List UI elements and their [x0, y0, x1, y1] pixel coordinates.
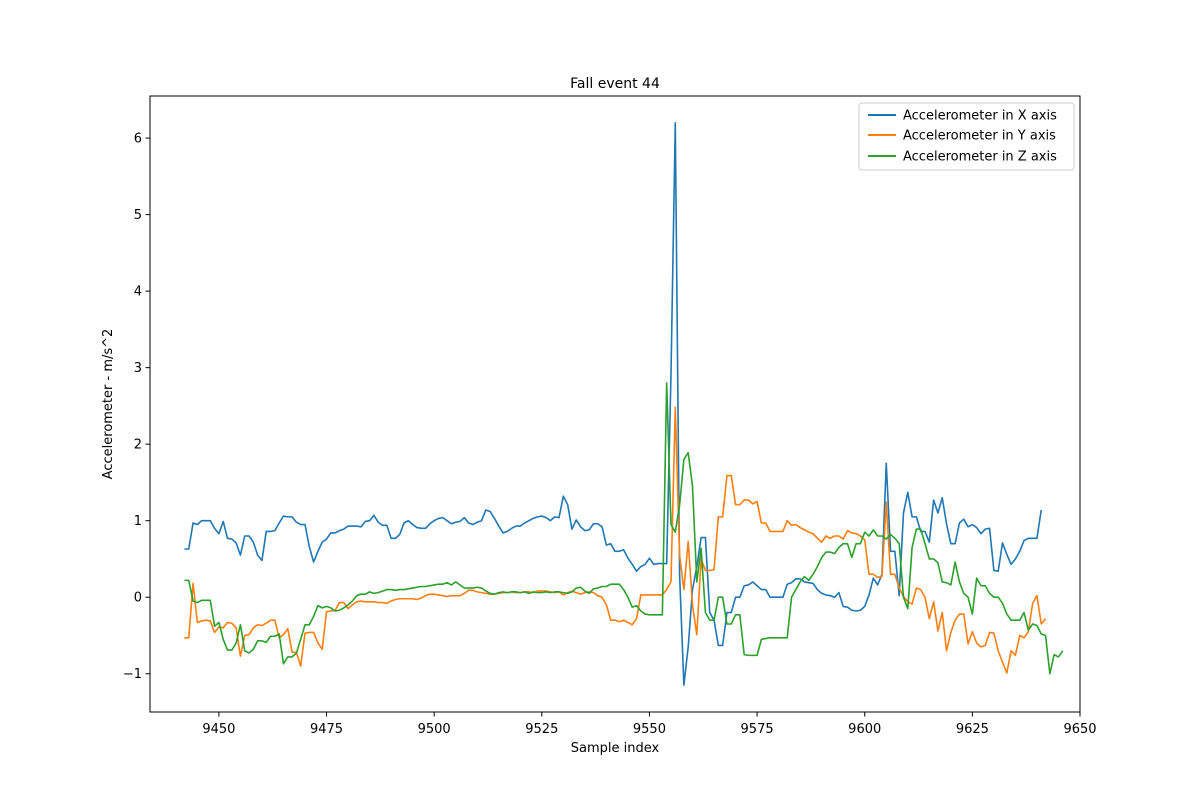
y-axis-label: Accelerometer - m/s^2: [101, 329, 116, 480]
y-tick-label: 5: [134, 208, 142, 223]
x-tick-label: 9475: [310, 722, 343, 737]
x-tick-label: 9500: [418, 722, 451, 737]
x-tick-label: 9450: [202, 722, 235, 737]
x-tick-label: 9600: [848, 722, 881, 737]
x-tick-label: 9525: [525, 722, 558, 737]
y-tick-label: 6: [134, 132, 142, 147]
x-tick-label: 9650: [1063, 722, 1096, 737]
y-tick-label: 2: [134, 438, 142, 453]
legend-label-z: Accelerometer in Z axis: [903, 150, 1057, 165]
legend-label-y: Accelerometer in Y axis: [903, 129, 1056, 144]
x-axis-label: Sample index: [571, 741, 660, 756]
legend: Accelerometer in X axis Accelerometer in…: [859, 103, 1074, 170]
y-tick-label: 4: [134, 285, 142, 300]
legend-label-x: Accelerometer in X axis: [903, 109, 1057, 124]
y-tick-label: 0: [134, 591, 142, 606]
x-tick-label: 9550: [633, 722, 666, 737]
x-tick-label: 9575: [741, 722, 774, 737]
y-tick-label: 1: [134, 514, 142, 529]
chart-title: Fall event 44: [570, 76, 660, 92]
y-tick-label: −1: [123, 667, 142, 682]
y-tick-label: 3: [134, 361, 142, 376]
x-tick-label: 9625: [956, 722, 989, 737]
